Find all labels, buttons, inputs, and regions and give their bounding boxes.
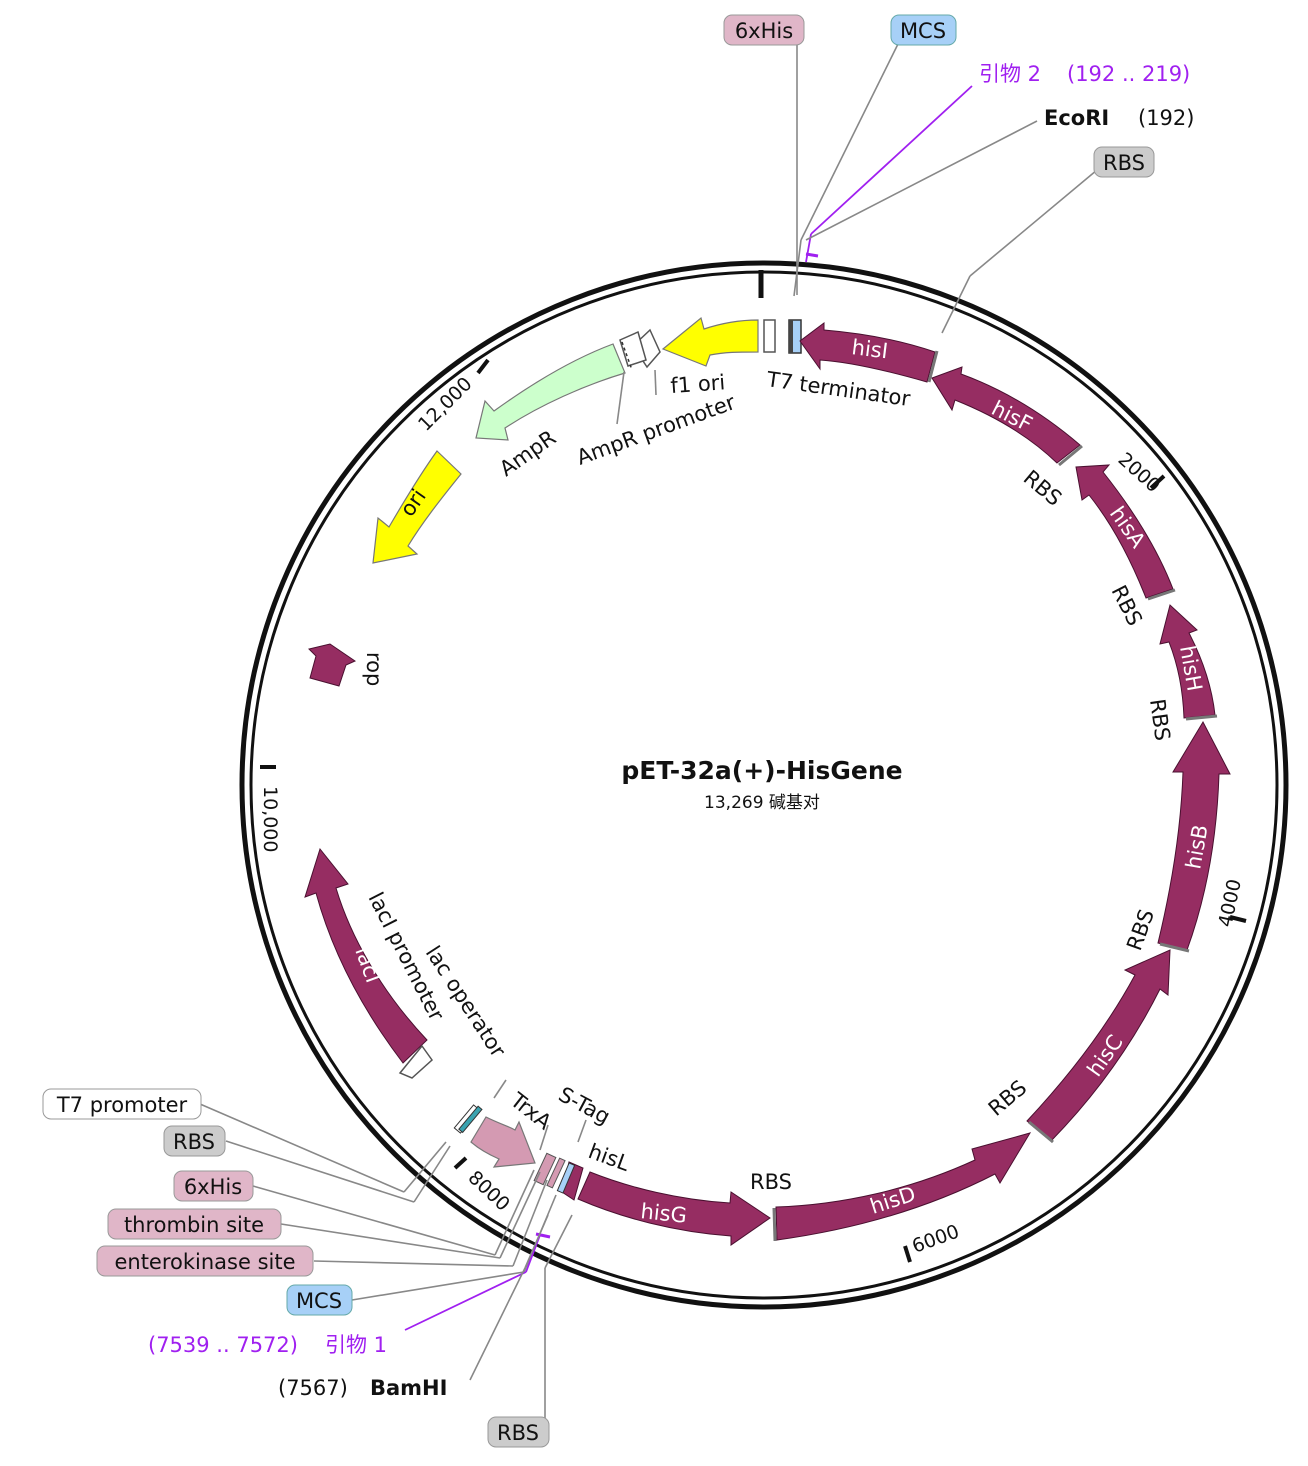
primer2-label: 引物 2 <box>979 62 1041 86</box>
svg-text:enterokinase site: enterokinase site <box>114 1250 295 1274</box>
lacI-arrow <box>304 847 428 1064</box>
mcs-bottom-box <box>556 1162 576 1194</box>
svg-text:RBS: RBS <box>497 1421 539 1445</box>
svg-text:thrombin site: thrombin site <box>124 1213 264 1237</box>
primer2-range: (192 .. 219) <box>1067 62 1190 86</box>
stag-label: S-Tag <box>555 1082 614 1129</box>
primer1-range: (7539 .. 7572) <box>148 1333 298 1357</box>
tick-label-10000: 10,000 <box>259 786 281 852</box>
hisA-arrow <box>1075 464 1174 599</box>
tick-8000 <box>453 1156 468 1170</box>
trxa-arrow <box>470 1116 536 1168</box>
ampr-arrow <box>475 343 626 441</box>
tick-2000 <box>1149 474 1166 490</box>
hisD-arrow <box>775 1132 1032 1241</box>
plasmid-name: pET-32a(+)-HisGene <box>621 756 902 785</box>
callout-thrombin: thrombin site <box>107 1208 282 1240</box>
ecori-pos: (192) <box>1138 106 1194 130</box>
plasmid-size: 13,269 碱基对 <box>704 793 820 813</box>
backbone-outer <box>239 260 1289 1310</box>
rop-arrow <box>308 643 357 687</box>
hisF-arrow <box>931 366 1081 464</box>
callout-rbs-bottom-1: RBS <box>163 1125 226 1157</box>
svg-text:RBS: RBS <box>173 1130 215 1154</box>
stag-box <box>533 1152 557 1186</box>
rbs-top-box <box>789 320 793 353</box>
hisG-label: hisG <box>639 1199 688 1228</box>
hisl-label: hisL <box>585 1139 633 1176</box>
callout-mcs-bottom: MCS <box>286 1284 353 1316</box>
laci-promoter-arrow <box>398 1044 433 1079</box>
hisG-arrow <box>577 1171 771 1246</box>
tick-12000 <box>476 358 490 375</box>
trxa-label: TrxA <box>505 1087 556 1134</box>
hisB-arrow <box>1157 720 1231 951</box>
svg-text:MCS: MCS <box>296 1289 342 1313</box>
backbone-inner <box>249 270 1279 1300</box>
svg-text:6xHis: 6xHis <box>735 19 793 43</box>
ampr-promoter-arrow <box>619 330 647 367</box>
callout-6xhis-bottom: 6xHis <box>173 1170 254 1202</box>
callout-t7-promoter: T7 promoter <box>42 1088 202 1120</box>
hisI-label: hisI <box>850 335 889 363</box>
his6-bottom-box <box>546 1157 566 1189</box>
ori-left-arrow <box>372 450 462 564</box>
rbs-label-3: RBS <box>1145 697 1175 742</box>
rbs-label-5: RBS <box>984 1075 1032 1120</box>
ampr-promoter-label: AmpR promoter <box>574 390 739 470</box>
tick-label-6000: 6000 <box>909 1220 962 1257</box>
rbs-label-1: RBS <box>1019 465 1067 510</box>
rop-label: rop <box>362 652 386 686</box>
f1-ori-label: f1 ori <box>670 370 726 398</box>
ori-top-arrow <box>661 316 759 367</box>
bamhi-pos: (7567) <box>278 1376 348 1400</box>
hisH-arrow <box>1159 604 1216 719</box>
svg-text:RBS: RBS <box>1103 151 1145 175</box>
callout-mcs-top: MCS <box>890 14 957 46</box>
svg-text:6xHis: 6xHis <box>184 1175 242 1199</box>
callout-6xhis-top: 6xHis <box>723 14 805 46</box>
svg-text:T7 promoter: T7 promoter <box>56 1093 188 1117</box>
ecori-label: EcoRI <box>1044 106 1109 130</box>
rbs-label-6: RBS <box>750 1170 792 1194</box>
svg-text:MCS: MCS <box>900 19 946 43</box>
callout-enterokinase: enterokinase site <box>96 1245 314 1277</box>
tick-6000 <box>903 1245 912 1263</box>
tick-4000 <box>1229 915 1247 923</box>
small-feature-box <box>763 319 776 353</box>
callout-rbs-bottom-2: RBS <box>487 1416 550 1448</box>
hisC-arrow <box>1026 949 1171 1142</box>
bamhi-label: BamHI <box>370 1376 447 1400</box>
t7-terminator-label: T7 terminator <box>764 367 912 411</box>
tick-label-8000: 8000 <box>464 1167 514 1216</box>
callout-rbs-top: RBS <box>1093 146 1155 178</box>
primer1-label: 引物 1 <box>325 1333 387 1357</box>
hisH-label: hisH <box>1175 644 1207 693</box>
hisI-arrow <box>799 322 936 383</box>
rbs-label-2: RBS <box>1107 581 1147 629</box>
rbs-label-4: RBS <box>1122 906 1159 954</box>
